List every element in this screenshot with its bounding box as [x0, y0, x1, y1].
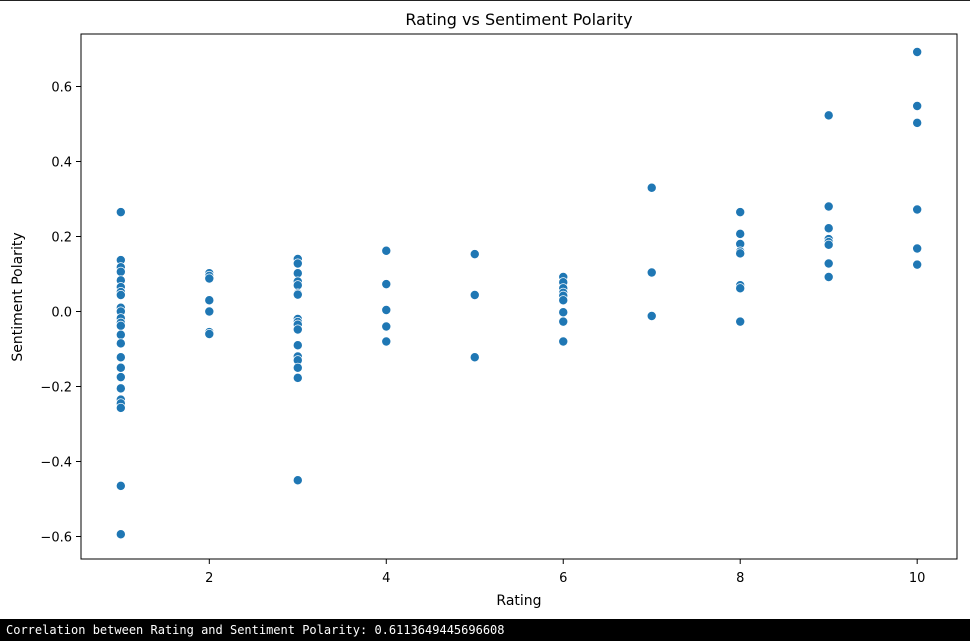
- data-points: [115, 47, 923, 540]
- y-tick-label: 0.4: [51, 156, 72, 171]
- scatter-point: [912, 259, 923, 270]
- scatter-point: [115, 372, 126, 383]
- scatter-point: [292, 372, 303, 383]
- scatter-point: [115, 207, 126, 218]
- scatter-point: [115, 402, 126, 413]
- x-axis-label: Rating: [496, 593, 541, 609]
- x-tick-label: 2: [205, 571, 213, 586]
- scatter-point: [469, 249, 480, 260]
- x-tick-label: 8: [736, 571, 744, 586]
- scatter-point: [558, 336, 569, 347]
- scatter-point: [115, 529, 126, 540]
- scatter-point: [292, 475, 303, 486]
- x-axis-ticks: 2 4 6 8 10: [205, 559, 925, 586]
- scatter-point: [735, 228, 746, 239]
- scatter-point: [381, 304, 392, 315]
- top-divider: [0, 0, 970, 1]
- scatter-point: [381, 336, 392, 347]
- y-tick-label: −0.4: [40, 456, 72, 471]
- scatter-point: [204, 328, 215, 339]
- scatter-point: [823, 201, 834, 212]
- x-tick-label: 4: [382, 571, 390, 586]
- y-tick-label: −0.6: [40, 531, 72, 546]
- y-tick-label: 0.2: [51, 231, 72, 246]
- scatter-point: [912, 101, 923, 112]
- scatter-point: [292, 362, 303, 373]
- scatter-point: [292, 280, 303, 291]
- y-tick-label: −0.2: [40, 381, 72, 396]
- scatter-point: [381, 321, 392, 332]
- scatter-point: [558, 307, 569, 318]
- scatter-point: [823, 239, 834, 250]
- scatter-point: [735, 283, 746, 294]
- scatter-point: [646, 182, 657, 193]
- chart-figure: Rating vs Sentiment Polarity Rating Sent…: [0, 0, 970, 609]
- scatter-point: [646, 310, 657, 321]
- scatter-point: [115, 320, 126, 331]
- x-tick-label: 10: [909, 571, 926, 586]
- scatter-point: [823, 223, 834, 234]
- scatter-point: [204, 295, 215, 306]
- scatter-point: [292, 340, 303, 351]
- scatter-point: [292, 268, 303, 279]
- scatter-point: [292, 258, 303, 269]
- console-output: Correlation between Rating and Sentiment…: [0, 619, 970, 641]
- scatter-chart: Rating vs Sentiment Polarity Rating Sent…: [10, 10, 958, 609]
- scatter-point: [558, 295, 569, 306]
- scatter-point: [292, 324, 303, 335]
- scatter-point: [115, 289, 126, 300]
- y-tick-label: 0.6: [51, 81, 72, 96]
- scatter-point: [558, 316, 569, 327]
- scatter-point: [204, 306, 215, 317]
- scatter-point: [115, 338, 126, 349]
- scatter-point: [646, 267, 657, 278]
- scatter-point: [912, 204, 923, 215]
- scatter-point: [115, 329, 126, 340]
- scatter-point: [381, 279, 392, 290]
- scatter-point: [469, 289, 480, 300]
- scatter-point: [823, 110, 834, 121]
- scatter-point: [381, 245, 392, 256]
- x-tick-label: 6: [559, 571, 567, 586]
- scatter-point: [115, 266, 126, 277]
- scatter-point: [912, 117, 923, 128]
- scatter-point: [115, 480, 126, 491]
- scatter-point: [912, 47, 923, 58]
- scatter-point: [115, 352, 126, 363]
- y-axis-label: Sentiment Polarity: [10, 232, 26, 361]
- scatter-point: [204, 273, 215, 284]
- plot-area: [80, 33, 958, 560]
- scatter-point: [735, 316, 746, 327]
- scatter-point: [115, 383, 126, 394]
- scatter-point: [735, 248, 746, 259]
- chart-title: Rating vs Sentiment Polarity: [405, 10, 632, 29]
- y-axis-ticks: −0.6 −0.4 −0.2 0.0 0.2 0.4 0.6: [40, 81, 81, 546]
- scatter-point: [823, 271, 834, 282]
- scatter-point: [115, 362, 126, 373]
- scatter-point: [735, 207, 746, 218]
- scatter-point: [912, 243, 923, 254]
- y-tick-label: 0.0: [51, 306, 72, 321]
- scatter-point: [823, 258, 834, 269]
- scatter-point: [292, 289, 303, 300]
- scatter-point: [469, 352, 480, 363]
